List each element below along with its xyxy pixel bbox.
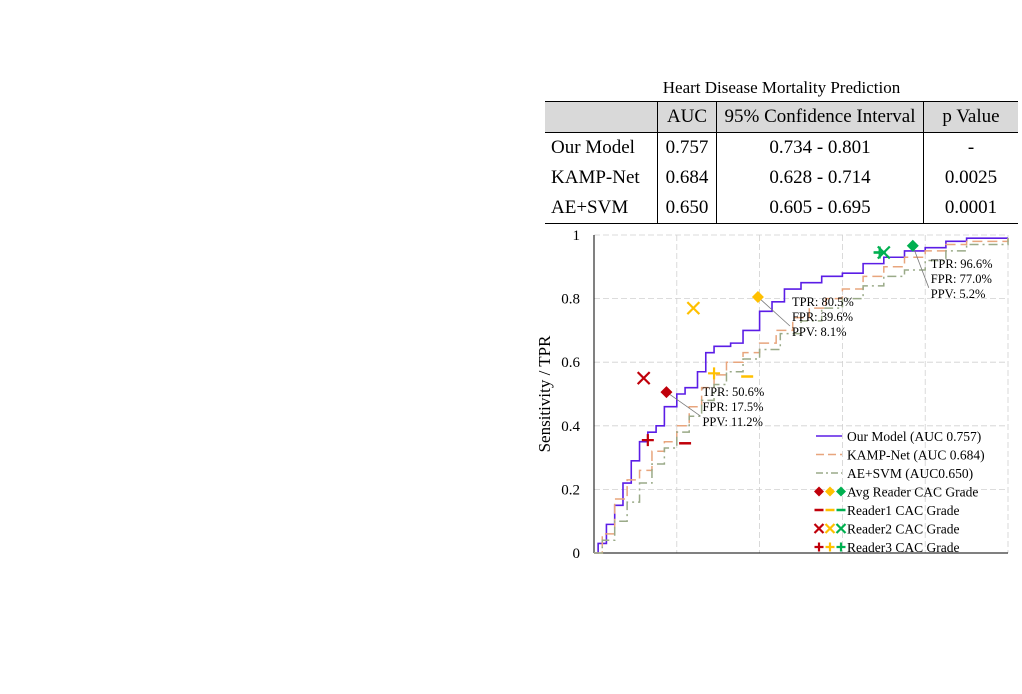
annotation-leader [912,245,930,288]
header-cell: p Value [923,101,1018,133]
marker-x [686,301,701,315]
annotation-leader [757,296,791,327]
legend-swatch-plus [825,542,835,552]
marker-plus [873,246,886,259]
table-row: KAMP-Net 0.684 0.628 - 0.714 0.0025 [545,163,1018,193]
legend-label: KAMP-Net (AUC 0.684) [847,448,985,463]
header-cell: AUC [657,101,717,133]
y-tick-label: 0.8 [561,292,580,308]
table-cell: 0.757 [657,132,717,163]
y-tick-label: 0 [573,546,581,562]
table-cell: KAMP-Net [551,167,640,188]
legend-label: Reader2 CAC Grade [847,522,959,537]
annotation-text: FPR: 17.5% [702,400,763,414]
table-cell: 0.734 - 0.801 [716,132,924,163]
series-line-0 [594,237,1008,554]
legend-swatch-plus [836,542,846,552]
legend-swatch-diamond [814,486,824,497]
marker-diamond [751,291,764,304]
legend-swatch-x [824,523,836,534]
table-cell: 0.684 [657,163,717,193]
legend-swatch-diamond [836,486,846,497]
legend-swatch-x [813,523,825,534]
y-tick-label: 0.4 [561,419,580,435]
header-cell: 95% Confidence Interval [716,101,924,133]
marker-plus [641,434,654,447]
marker-diamond [660,386,673,399]
table-row: Our Model 0.757 0.734 - 0.801 - [545,132,1018,163]
table-cell: - [923,132,1018,163]
y-tick-label: 0.2 [561,482,580,498]
table-cell: Our Model [551,137,635,158]
annotation-text: PPV: 11.2% [702,415,762,429]
y-tick-label: 1 [573,228,581,244]
marker-diamond [906,239,919,252]
annotation-text: TPR: 96.6% [931,257,993,271]
series-line-2 [594,238,1009,554]
table-cell: 0.0001 [923,193,1018,224]
legend-label: AE+SVM (AUC0.650) [847,466,973,481]
marker-x [636,371,651,385]
header-cell [545,101,658,133]
legend-label: Avg Reader CAC Grade [847,485,978,500]
annotation-text: TPR: 50.6% [702,385,764,399]
roc-chart: 0 0.2 0.4 0.6 0.8 1 Sensitivity / TPR TPR: 50.6… [535,228,1009,562]
table-row: AE+SVM 0.650 0.605 - 0.695 0.0001 [545,193,1018,224]
table-cell: 0.605 - 0.695 [716,193,924,224]
table-cell: 0.628 - 0.714 [716,163,924,193]
table-cell: 0.0025 [923,163,1018,193]
annotation-text: PPV: 8.1% [792,325,847,339]
legend-label: Our Model (AUC 0.757) [847,429,981,444]
table-cell: AE+SVM [545,193,658,224]
legend-label: Reader1 CAC Grade [847,503,959,518]
annotation-leader [666,391,701,417]
annotation-text: FPR: 77.0% [931,272,992,286]
annotation-text: FPR: 39.6% [792,310,853,324]
legend-label: Reader3 CAC Grade [847,540,959,555]
legend-swatch-x [835,523,847,534]
results-table: AUC 95% Confidence Interval p Value Our … [545,101,1018,224]
legend-swatch-diamond [825,486,835,497]
annotation-text: PPV: 5.2% [931,287,986,301]
annotation-text: TPR: 80.5% [792,295,854,309]
legend-swatch-plus [814,542,824,552]
table-header-row: AUC 95% Confidence Interval p Value [545,101,1018,133]
marker-plus [708,367,721,380]
y-axis-label: Sensitivity / TPR [535,335,554,452]
y-tick-label: 0.6 [561,355,580,371]
table-cell: 0.650 [657,193,717,224]
table-title: Heart Disease Mortality Prediction [662,78,901,97]
